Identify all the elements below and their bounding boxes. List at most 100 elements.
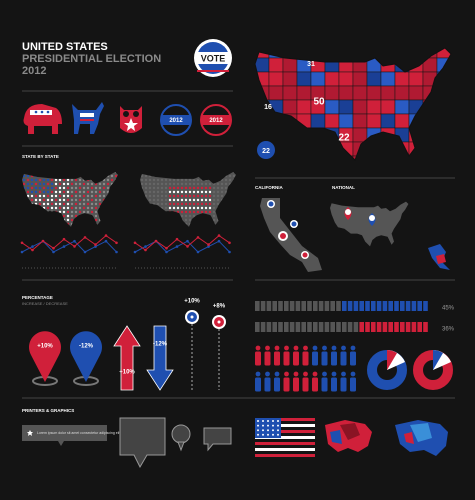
dot: [78, 202, 82, 206]
dot: [50, 206, 54, 210]
map-bubble: [257, 141, 275, 159]
dot: [188, 190, 192, 194]
badge: 2012: [200, 104, 232, 136]
speech-bubble: [171, 424, 191, 452]
stripe: [255, 430, 315, 433]
dot: [184, 178, 188, 182]
dot: [168, 190, 172, 194]
state-block: [296, 85, 312, 101]
segment: [342, 301, 347, 311]
segment: [371, 322, 376, 332]
dot: [152, 186, 156, 190]
segment: [330, 322, 335, 332]
arrow-up: +10%: [113, 325, 141, 391]
dot: [228, 178, 232, 182]
dot: [74, 198, 78, 202]
point: [20, 241, 24, 245]
dot: [50, 178, 54, 182]
dot: [42, 190, 46, 194]
dot: [184, 214, 188, 218]
dot: [78, 210, 82, 214]
dot: [164, 194, 168, 198]
dot: [86, 186, 90, 190]
dot: [78, 178, 82, 182]
line-graphics: [20, 234, 231, 269]
state-block: [324, 85, 340, 101]
dot: [34, 190, 38, 194]
line: [134, 234, 230, 251]
dot: [30, 198, 34, 202]
dot: [208, 206, 212, 210]
dot: [78, 206, 82, 210]
elephant-icon: [23, 104, 62, 134]
dot: [192, 202, 196, 206]
dot: [86, 210, 90, 214]
dot: [74, 210, 78, 214]
dot: [168, 186, 172, 190]
point: [196, 250, 200, 254]
dot: [30, 190, 34, 194]
badge: 2012: [160, 104, 192, 136]
state-block: [352, 85, 368, 101]
dot: [188, 178, 192, 182]
point: [186, 239, 189, 243]
dot: [160, 198, 164, 202]
dot: [180, 206, 184, 210]
dot: [216, 202, 220, 206]
dot: [152, 178, 156, 182]
dot: [176, 186, 180, 190]
dot: [38, 186, 42, 190]
dot: [180, 186, 184, 190]
dot: [30, 194, 34, 198]
dot: [46, 190, 50, 194]
point: [41, 239, 45, 243]
dot: [66, 210, 70, 214]
dot: [74, 214, 78, 218]
point: [94, 245, 97, 248]
dot: [160, 190, 164, 194]
badge-label: 2012: [209, 118, 223, 124]
dot: [54, 178, 58, 182]
dot: [168, 198, 172, 202]
dot: [82, 210, 86, 214]
segment: [255, 322, 260, 332]
dot: [70, 202, 74, 206]
dot: [54, 206, 58, 210]
star: [257, 424, 259, 427]
segment: [336, 301, 341, 311]
state-block: [268, 85, 284, 101]
dot: [58, 194, 62, 198]
dot: [106, 182, 110, 186]
dot: [46, 178, 50, 182]
dot: [50, 202, 54, 206]
dot: [208, 198, 212, 202]
person-head: [341, 371, 346, 377]
person-head: [274, 371, 280, 377]
segment: [318, 301, 324, 311]
dot: [70, 214, 74, 218]
state-block: [310, 113, 326, 129]
dot: [220, 182, 224, 186]
map-graphic: [395, 420, 448, 456]
progress-label: 36%: [442, 327, 455, 333]
dot: [164, 178, 168, 182]
person-body: [274, 351, 280, 366]
dot: [176, 178, 180, 182]
dot: [58, 198, 62, 202]
dot: [42, 178, 46, 182]
dot: [66, 202, 70, 206]
dot: [50, 190, 54, 194]
progress-bars: [255, 301, 428, 332]
dot: [54, 194, 58, 198]
dot: [70, 210, 74, 214]
dot: [50, 194, 54, 198]
dot: [62, 178, 66, 182]
dot: [192, 194, 196, 198]
segment: [365, 301, 370, 311]
dot: [184, 218, 188, 222]
segment: [295, 301, 301, 311]
segment: [289, 301, 295, 311]
dot: [78, 194, 82, 198]
state-block: [408, 71, 424, 87]
dot: [140, 182, 144, 186]
